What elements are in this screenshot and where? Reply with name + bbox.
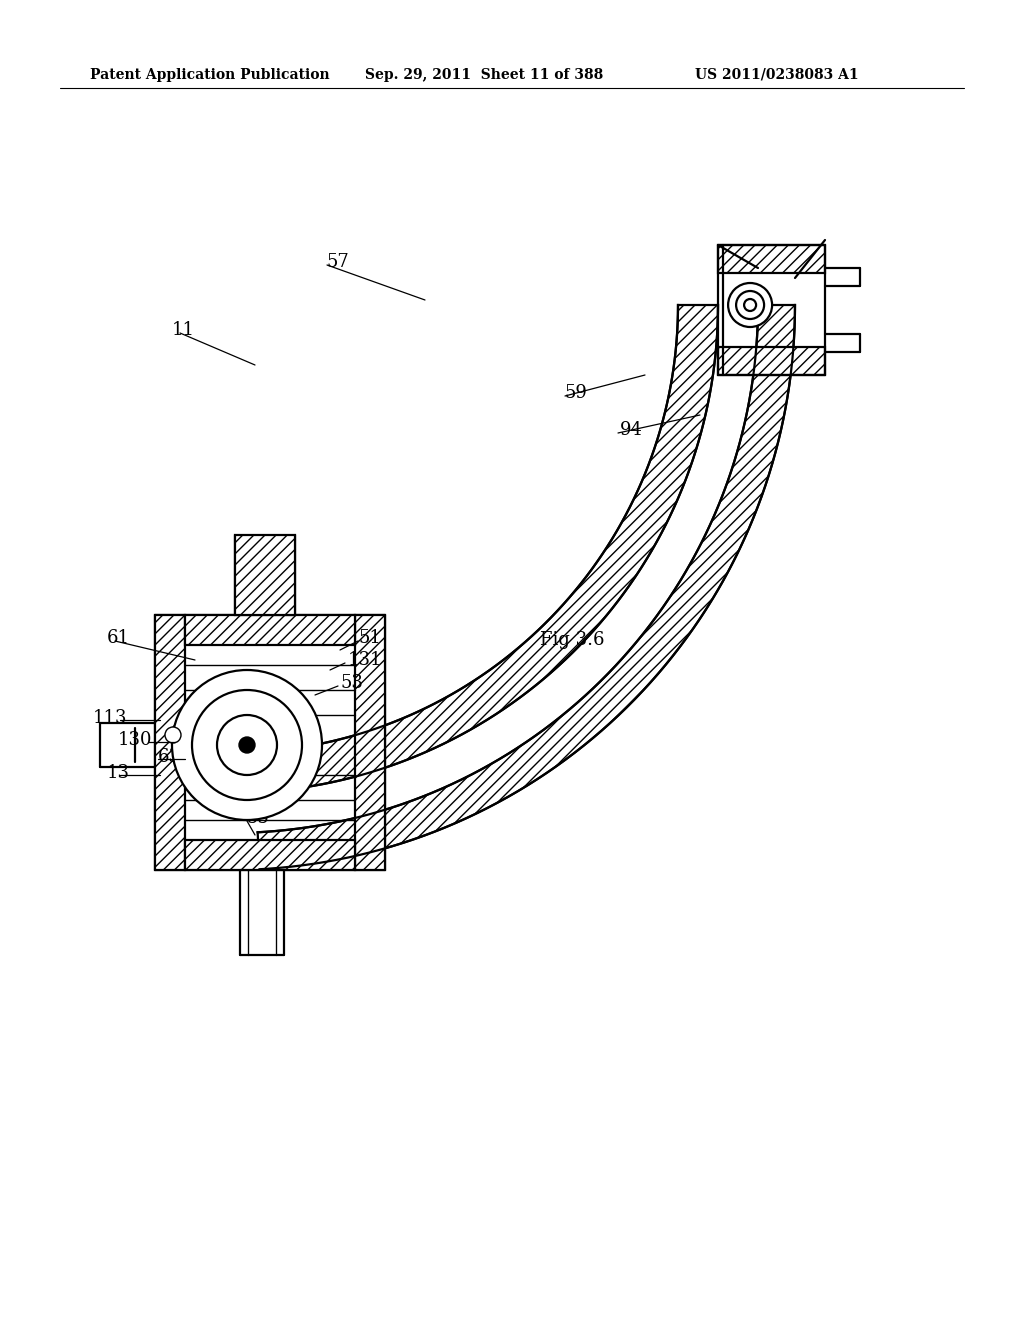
Circle shape <box>744 300 756 312</box>
Text: US 2011/0238083 A1: US 2011/0238083 A1 <box>695 69 859 82</box>
Circle shape <box>239 737 255 752</box>
Text: Fig 3.6: Fig 3.6 <box>540 631 604 649</box>
Polygon shape <box>185 840 355 870</box>
Circle shape <box>217 715 278 775</box>
Circle shape <box>728 282 772 327</box>
Polygon shape <box>234 535 295 615</box>
Polygon shape <box>155 615 185 870</box>
Polygon shape <box>258 305 795 870</box>
Text: 94: 94 <box>620 421 643 440</box>
Text: 59: 59 <box>565 384 588 403</box>
Text: Patent Application Publication: Patent Application Publication <box>90 69 330 82</box>
Polygon shape <box>718 347 825 375</box>
Text: 13: 13 <box>106 764 130 781</box>
Polygon shape <box>718 246 825 273</box>
Polygon shape <box>254 305 718 792</box>
Text: 131: 131 <box>348 651 383 669</box>
Circle shape <box>736 290 764 319</box>
Polygon shape <box>355 615 385 870</box>
Circle shape <box>172 671 322 820</box>
Text: 55: 55 <box>247 809 269 828</box>
Text: 63: 63 <box>158 748 181 766</box>
Circle shape <box>165 727 181 743</box>
Text: Sep. 29, 2011  Sheet 11 of 388: Sep. 29, 2011 Sheet 11 of 388 <box>365 69 603 82</box>
Text: 130: 130 <box>118 731 153 748</box>
Text: 51: 51 <box>358 630 381 647</box>
Polygon shape <box>185 615 355 645</box>
Circle shape <box>193 690 302 800</box>
Text: 11: 11 <box>172 321 195 339</box>
Text: 53: 53 <box>340 675 362 692</box>
Text: 61: 61 <box>106 630 130 647</box>
Text: 57: 57 <box>327 253 350 271</box>
Text: 113: 113 <box>93 709 128 727</box>
